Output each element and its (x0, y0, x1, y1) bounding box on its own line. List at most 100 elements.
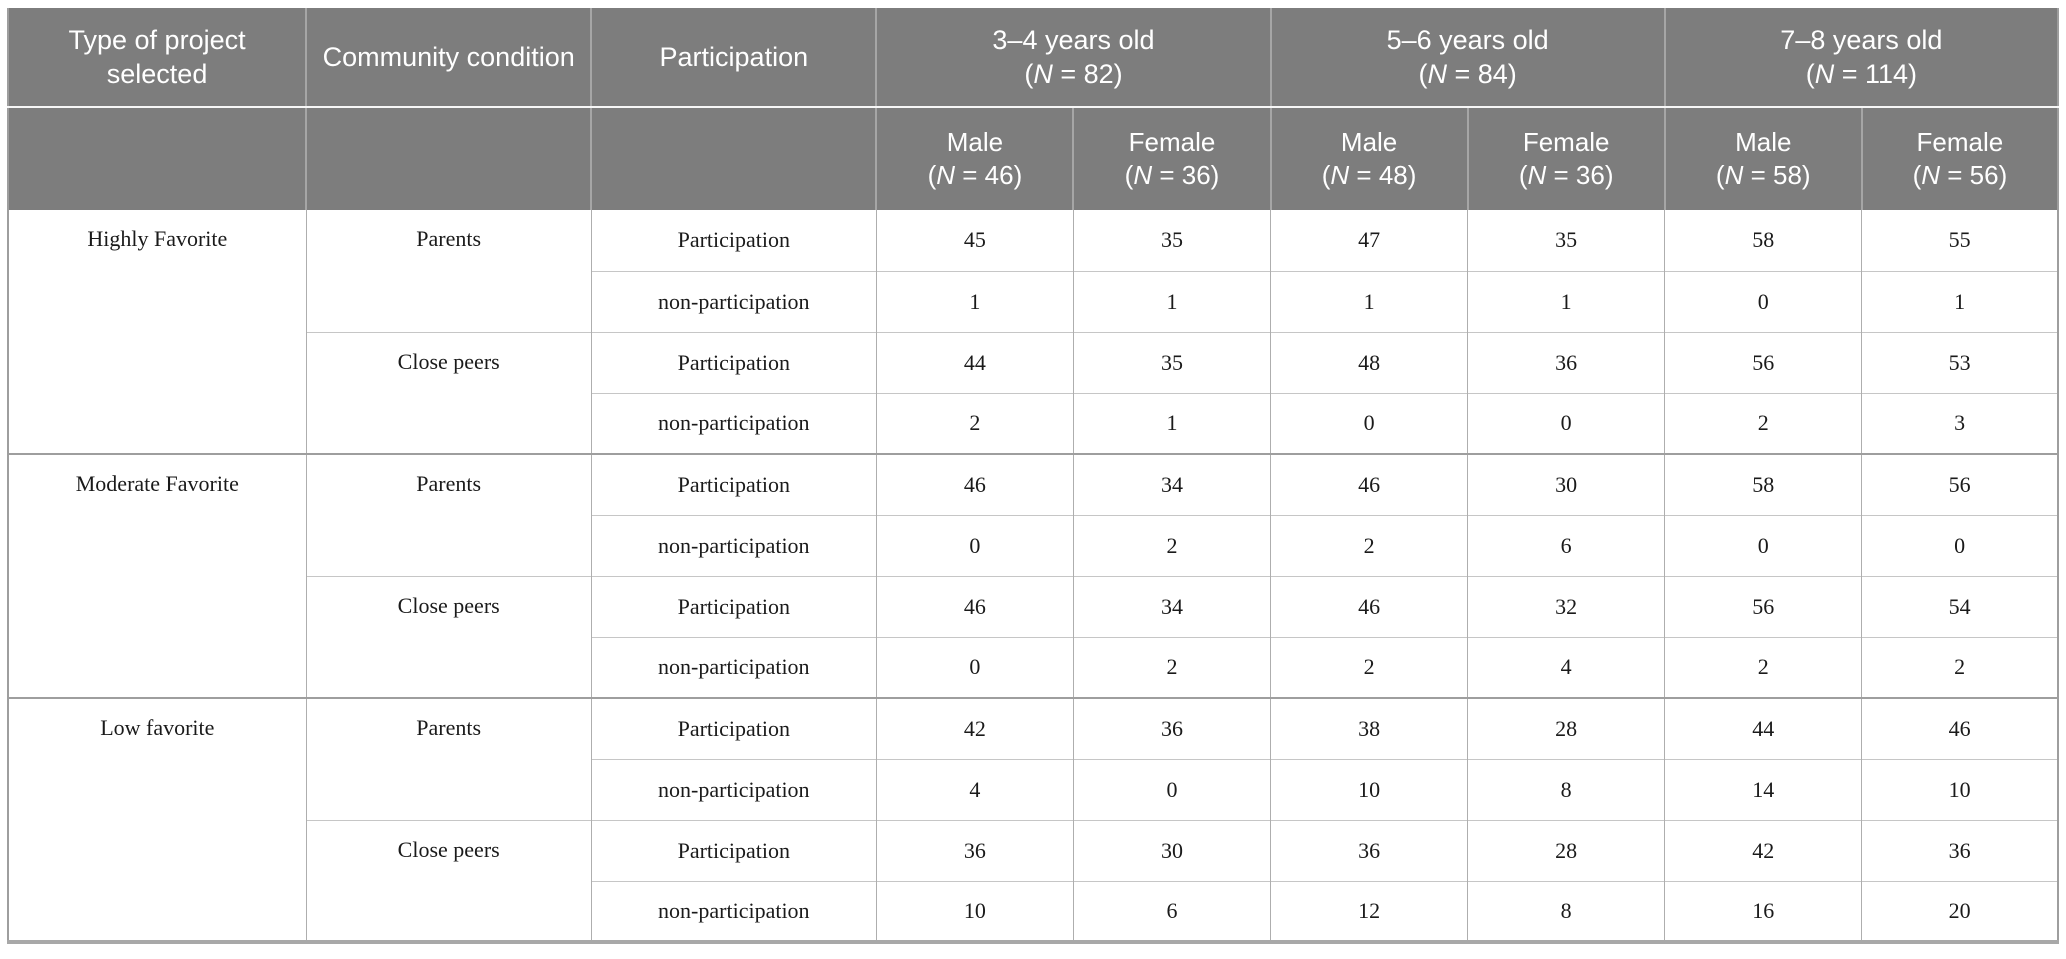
value-cell: 42 (875, 697, 1074, 759)
value-cell: 34 (1072, 453, 1271, 515)
participation-label-cell: non-participation (590, 636, 877, 698)
age-group-header-7-8: 7–8 years old (N = 114) (1663, 8, 2058, 108)
value-cell: 2 (875, 392, 1074, 454)
participation-label-cell: Participation (590, 331, 877, 393)
table-row: non-participation 10 6 12 8 16 20 (8, 880, 2058, 942)
value-cell: 53 (1861, 331, 2058, 393)
value-cell: 12 (1270, 880, 1468, 942)
value-cell: 56 (1861, 453, 2058, 515)
value-cell: 55 (1861, 210, 2058, 271)
value-cell: 36 (1270, 819, 1468, 881)
value-cell: 0 (1861, 514, 2058, 576)
value-cell: 36 (1861, 819, 2058, 881)
value-cell: 46 (1270, 575, 1468, 637)
sex-header-male-7-8: Male (N = 58) (1663, 107, 1862, 210)
value-cell: 35 (1072, 210, 1271, 271)
value-cell: 44 (875, 331, 1074, 393)
header-row-sex: Male (N = 46) Female (N = 36) Male (N = … (8, 107, 2058, 210)
value-cell: 56 (1664, 331, 1862, 393)
value-cell: 2 (1664, 392, 1862, 454)
value-cell: 14 (1664, 758, 1862, 820)
value-cell: 2 (1072, 636, 1271, 698)
value-cell: 20 (1861, 880, 2058, 942)
condition-cell: Parents (305, 453, 592, 576)
value-cell: 58 (1664, 210, 1862, 271)
value-cell: 35 (1467, 210, 1665, 271)
value-cell: 0 (1664, 514, 1862, 576)
project-type-cell: Highly Favorite (8, 210, 307, 454)
col-header-participation: Participation (590, 8, 877, 108)
value-cell: 4 (1467, 636, 1665, 698)
condition-cell: Parents (305, 697, 592, 820)
value-cell: 28 (1467, 697, 1665, 759)
table-row: Close peers Participation 46 34 46 32 56… (8, 575, 2058, 698)
value-cell: 44 (1664, 697, 1862, 759)
table-row: Moderate Favorite Parents Participation … (8, 453, 2058, 698)
value-cell: 0 (875, 514, 1074, 576)
sex-n: (N = 58) (1715, 160, 1811, 190)
participation-label-cell: Participation (590, 575, 877, 637)
value-cell: 2 (1861, 636, 2058, 698)
condition-cell: Close peers (305, 575, 592, 698)
sex-n: (N = 56) (1912, 160, 2008, 190)
value-cell: 47 (1270, 210, 1468, 271)
value-cell: 34 (1072, 575, 1271, 637)
sex-label: Male (1735, 127, 1792, 157)
age-group-n: (N = 82) (1024, 59, 1123, 89)
value-cell: 1 (1270, 270, 1468, 332)
participation-data-table: Type of project selected Community condi… (7, 8, 2059, 944)
condition-cell: Parents (305, 210, 592, 332)
value-cell: 58 (1664, 453, 1862, 515)
value-cell: 36 (1072, 697, 1271, 759)
table-row: non-participation 0 2 2 6 0 0 (8, 514, 2058, 576)
project-type-cell: Moderate Favorite (8, 453, 307, 698)
value-cell: 46 (1270, 453, 1468, 515)
value-cell: 30 (1467, 453, 1665, 515)
participation-label-cell: non-participation (590, 514, 877, 576)
header-spacer (305, 107, 592, 210)
value-cell: 38 (1270, 697, 1468, 759)
value-cell: 35 (1072, 331, 1271, 393)
sex-label: Male (1340, 127, 1398, 157)
value-cell: 56 (1664, 575, 1862, 637)
value-cell: 36 (875, 819, 1074, 881)
age-group-label: 3–4 years old (992, 25, 1155, 55)
value-cell: 46 (875, 575, 1074, 637)
value-cell: 1 (1467, 270, 1665, 332)
age-group-label: 5–6 years old (1386, 25, 1549, 55)
col-header-community-condition: Community condition (305, 8, 592, 108)
sex-n: (N = 36) (1124, 160, 1220, 190)
value-cell: 2 (1072, 514, 1271, 576)
value-cell: 6 (1072, 880, 1271, 942)
value-cell: 10 (1861, 758, 2058, 820)
value-cell: 0 (1664, 270, 1862, 332)
value-cell: 8 (1467, 758, 1665, 820)
value-cell: 1 (1861, 270, 2058, 332)
value-cell: 2 (1270, 514, 1468, 576)
value-cell: 4 (875, 758, 1074, 820)
sex-header-female-5-6: Female (N = 36) (1466, 107, 1665, 210)
header-spacer (8, 107, 307, 210)
value-cell: 1 (1072, 392, 1271, 454)
header-spacer (590, 107, 877, 210)
sex-n: (N = 36) (1518, 160, 1614, 190)
value-cell: 10 (875, 880, 1074, 942)
value-cell: 1 (875, 270, 1074, 332)
value-cell: 6 (1467, 514, 1665, 576)
sex-label: Female (1916, 127, 2004, 157)
value-cell: 42 (1664, 819, 1862, 881)
value-cell: 2 (1270, 636, 1468, 698)
value-cell: 0 (1072, 758, 1271, 820)
sex-header-female-7-8: Female (N = 56) (1860, 107, 2058, 210)
sex-n: (N = 48) (1321, 160, 1417, 190)
age-group-n: (N = 84) (1418, 59, 1517, 89)
value-cell: 48 (1270, 331, 1468, 393)
table-row: Close peers Participation 36 30 36 28 42… (8, 819, 2058, 942)
sex-header-male-3-4: Male (N = 46) (875, 107, 1074, 210)
participation-label-cell: Participation (590, 819, 877, 881)
value-cell: 1 (1072, 270, 1271, 332)
project-type-cell: Low favorite (8, 697, 307, 942)
table-row: Highly Favorite Parents Participation 45… (8, 210, 2058, 454)
table-row: non-participation 4 0 10 8 14 10 (8, 758, 2058, 820)
